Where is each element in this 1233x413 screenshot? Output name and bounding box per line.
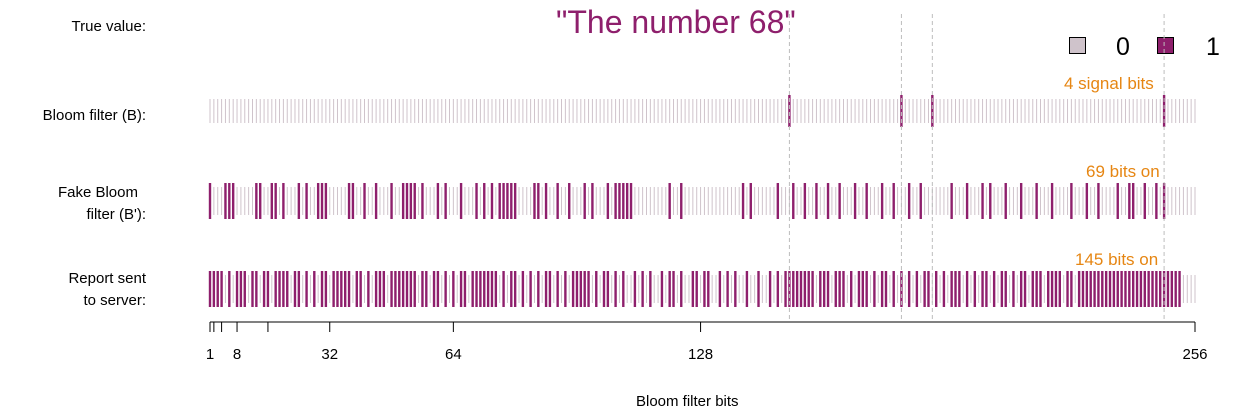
legend-swatch-1 (1157, 37, 1174, 54)
x-tick-label-128: 128 (688, 346, 714, 363)
row-label-report-2: to server: (83, 292, 146, 309)
x-tick-label-32: 32 (321, 346, 339, 363)
x-tick-label-8: 8 (232, 346, 242, 363)
annotation-fake: 69 bits on (1086, 162, 1160, 181)
row-label-fake-2: filter (B'): (86, 206, 146, 223)
x-tick-label-64: 64 (445, 346, 462, 363)
row-label-fake-1: Fake Bloom (57, 184, 138, 201)
row-label-report-1: Report sent (68, 270, 146, 287)
row-label-true-value: True value: (71, 18, 146, 35)
legend-swatch-0 (1069, 37, 1086, 54)
annotation-bloom: 4 signal bits (1064, 74, 1154, 93)
chart-title: "The number 68" (556, 4, 796, 40)
annotation-report: 145 bits on (1075, 250, 1159, 269)
legend-label-1: 1 (1206, 33, 1220, 61)
x-tick-label-1: 1 (205, 346, 215, 363)
x-tick-label-256: 256 (1182, 346, 1208, 363)
row-label-bloom: Bloom filter (B): (42, 107, 146, 124)
x-axis-title: Bloom filter bits (636, 393, 739, 410)
legend-label-0: 0 (1116, 33, 1130, 61)
